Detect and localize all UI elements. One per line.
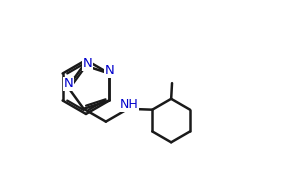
Text: N: N [83, 57, 92, 70]
Text: N: N [105, 64, 114, 77]
Text: NH: NH [119, 98, 138, 111]
Text: N: N [64, 77, 74, 90]
